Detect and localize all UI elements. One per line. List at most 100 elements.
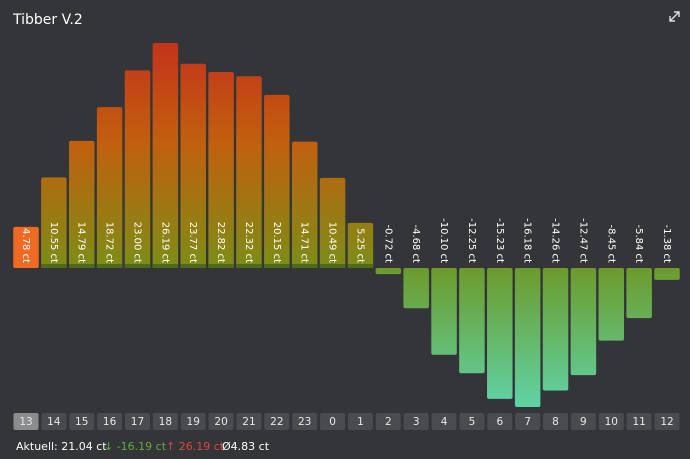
value-label: -12.25 ct	[466, 218, 477, 263]
bar	[13, 226, 39, 268]
x-tick-box	[13, 413, 39, 430]
x-tick-box	[41, 413, 67, 430]
x-tick-label: 3	[413, 416, 420, 428]
x-tick-box	[347, 413, 373, 430]
bar	[208, 71, 234, 268]
x-tick-box	[543, 413, 569, 430]
value-label: -14.26 ct	[550, 218, 561, 263]
bar	[96, 107, 123, 268]
bar	[403, 267, 429, 309]
x-tick-box	[626, 413, 652, 430]
x-tick-box	[124, 413, 150, 430]
value-label: 5.25 ct	[354, 228, 365, 263]
value-label: -12.47 ct	[577, 218, 588, 263]
bar	[654, 267, 680, 280]
bar	[264, 94, 290, 268]
x-tick-box	[69, 413, 95, 430]
bar-foot	[319, 263, 346, 268]
bar-foot	[291, 263, 318, 268]
x-tick-label: 9	[580, 416, 587, 428]
x-tick-label: 1	[357, 416, 364, 428]
x-tick-label: 20	[214, 416, 227, 428]
bar-foot	[264, 263, 290, 268]
x-tick-box	[654, 413, 680, 430]
x-tick-box	[208, 413, 234, 430]
x-tick-label: 21	[242, 416, 255, 428]
x-tick-label: 13	[19, 416, 32, 428]
value-label: 23.00 ct	[131, 222, 142, 263]
value-label: 10.55 ct	[48, 222, 59, 263]
expand-icon[interactable]	[669, 11, 680, 22]
bar-foot	[152, 263, 179, 268]
x-tick-label: 23	[298, 416, 311, 428]
value-label: 20.15 ct	[271, 222, 282, 263]
bar-foot	[124, 263, 151, 268]
x-tick-label: 6	[496, 416, 503, 428]
bar	[514, 267, 541, 407]
bar-foot	[41, 263, 67, 268]
x-tick-label: 11	[632, 416, 645, 428]
value-label: -8.45 ct	[605, 225, 616, 264]
bar	[319, 177, 346, 268]
value-label: -1.38 ct	[661, 225, 672, 264]
x-tick-label: 15	[75, 416, 88, 428]
bar-foot	[347, 263, 374, 268]
bar	[68, 140, 95, 268]
value-label: -0.72 ct	[382, 225, 393, 264]
bar	[626, 267, 652, 319]
bar	[431, 267, 457, 355]
x-tick-label: 14	[47, 416, 61, 428]
value-label: -4.68 ct	[410, 225, 421, 264]
bar-foot	[68, 263, 95, 268]
value-label: 14.79 ct	[76, 222, 87, 263]
x-tick-box	[264, 413, 290, 430]
bar	[124, 70, 151, 268]
x-tick-label: 7	[524, 416, 531, 428]
x-tick-label: 18	[159, 416, 172, 428]
bar	[152, 43, 179, 268]
value-label: -15.23 ct	[494, 218, 505, 263]
value-label: 26.19 ct	[159, 222, 170, 263]
value-label: -10.10 ct	[438, 218, 449, 263]
x-tick-box	[292, 413, 318, 430]
x-tick-label: 10	[605, 416, 618, 428]
bar	[487, 267, 513, 399]
x-tick-label: 17	[131, 416, 144, 428]
value-label: 22.82 ct	[215, 222, 226, 263]
x-tick-box	[180, 413, 206, 430]
x-tick-box	[320, 413, 346, 430]
value-label: 22.32 ct	[243, 222, 254, 263]
bar	[236, 76, 262, 268]
bar	[570, 267, 597, 376]
value-label: -16.18 ct	[522, 218, 533, 263]
value-label: 10.49 ct	[327, 222, 338, 263]
x-tick-box	[515, 413, 541, 430]
x-tick-label: 22	[270, 416, 283, 428]
x-tick-label: 12	[660, 416, 673, 428]
x-tick-box	[570, 413, 596, 430]
x-tick-box	[403, 413, 429, 430]
value-label: -5.84 ct	[633, 225, 644, 264]
bar	[180, 63, 206, 268]
value-label: 4.78 ct	[20, 228, 31, 263]
bar-foot	[236, 263, 262, 268]
value-label: 23.77 ct	[187, 222, 198, 263]
bar	[375, 267, 402, 275]
footer-min: ↓ -16.19 ct	[104, 440, 167, 453]
x-tick-label: 2	[385, 416, 392, 428]
x-tick-label: 8	[552, 416, 559, 428]
x-tick-box	[431, 413, 457, 430]
bar	[347, 222, 374, 268]
x-tick-box	[152, 413, 178, 430]
x-tick-box	[375, 413, 401, 430]
value-label: 18.72 ct	[104, 222, 115, 263]
x-tick-label: 19	[187, 416, 200, 428]
bar	[542, 267, 569, 391]
x-tick-box	[236, 413, 262, 430]
bar-foot	[208, 263, 234, 268]
x-tick-box	[598, 413, 624, 430]
bar	[459, 267, 485, 374]
x-tick-label: 4	[441, 416, 448, 428]
x-tick-box	[97, 413, 123, 430]
